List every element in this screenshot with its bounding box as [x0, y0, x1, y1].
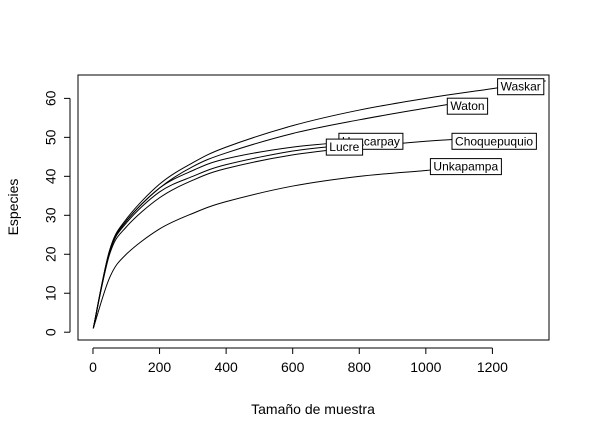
series-lines	[92, 80, 546, 329]
plot-content: WaskarWatonChoquepuquioHuacarpayLucreUnk…	[92, 78, 546, 329]
x-axis-title: Tamaño de muestra	[251, 401, 375, 417]
series-line-unkapampa	[92, 168, 440, 329]
series-label-box	[429, 158, 502, 176]
x-tick-label: 1000	[410, 359, 441, 375]
y-tick-label: 0	[43, 328, 59, 336]
series-label-box	[325, 138, 364, 156]
series-label-text: Choquepuquio	[455, 134, 533, 148]
series-line-waskar	[92, 80, 546, 329]
y-tick-label: 40	[43, 168, 59, 184]
x-tick-label: 0	[89, 359, 97, 375]
x-tick-label: 1200	[477, 359, 508, 375]
series-label-text: Lucre	[329, 140, 359, 154]
series-line-choquepuquio	[92, 138, 456, 329]
series-label-box	[446, 97, 489, 115]
series-label-lucre: Lucre	[325, 138, 364, 156]
x-tick-label: 800	[348, 359, 372, 375]
series-label-choquepuquio: Choquepuquio	[451, 132, 537, 150]
x-axis: 0 200 400 600 800 1000 1200	[89, 347, 508, 375]
y-axis-title: Especies	[5, 179, 21, 236]
series-label-box	[497, 78, 545, 96]
y-axis: 0 10 20 30 40 50 60	[43, 90, 71, 336]
series-line-huacarpay	[92, 140, 370, 329]
series-label-text: Unkapampa	[433, 160, 498, 174]
series-line-lucre	[92, 144, 347, 329]
series-label-text: Waskar	[501, 80, 541, 94]
plot-frame	[77, 74, 550, 341]
series-label-waskar: Waskar	[497, 78, 545, 96]
series-label-text: Waton	[450, 99, 484, 113]
y-tick-label: 20	[43, 246, 59, 262]
series-labels: WaskarWatonChoquepuquioHuacarpayLucreUnk…	[325, 78, 545, 176]
series-line-waton	[92, 99, 473, 329]
series-label-box	[451, 132, 537, 150]
series-label-unkapampa: Unkapampa	[429, 158, 502, 176]
y-tick-label: 60	[43, 90, 59, 106]
x-tick-label: 400	[214, 359, 238, 375]
y-tick-label: 10	[43, 285, 59, 301]
y-tick-label: 30	[43, 207, 59, 223]
y-tick-label: 50	[43, 129, 59, 145]
x-tick-label: 600	[281, 359, 305, 375]
x-tick-label: 200	[148, 359, 172, 375]
series-label-waton: Waton	[446, 97, 489, 115]
